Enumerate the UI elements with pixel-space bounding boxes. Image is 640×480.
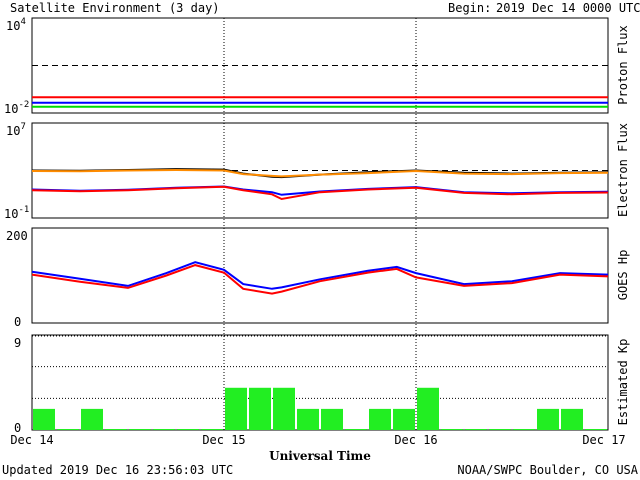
proton-ylabel: Proton Flux	[616, 25, 630, 104]
kp-bar-20	[513, 429, 535, 430]
kp-ytick-top: 9	[14, 336, 21, 350]
kp-bar-11	[297, 408, 319, 430]
chart-marks	[31, 18, 609, 430]
goes-hp-panel-frame	[31, 227, 609, 324]
proton-panel-frame	[31, 17, 609, 114]
kp-bar-18	[465, 429, 487, 430]
kp-bar-6	[177, 429, 199, 430]
kp-bar-13	[345, 429, 367, 430]
kp-panel-frame	[31, 334, 609, 431]
xaxis-title: Universal Time	[269, 449, 371, 463]
kp-bar-0	[33, 408, 55, 430]
xtick-0: Dec 14	[10, 433, 53, 447]
kp-bar-3	[105, 429, 127, 430]
chart-title: Satellite Environment (3 day)	[10, 1, 220, 15]
goes_hp-series-1	[31, 264, 609, 295]
electron-ytick-bottom: 10-1	[4, 205, 29, 221]
electron-ytick-top: 107	[6, 122, 26, 138]
kp-ylabel: Estimated Kp	[616, 339, 630, 426]
electron-ylabel: Electron Flux	[616, 123, 630, 217]
proton-ytick-top: 104	[6, 17, 26, 33]
electron-series-1	[31, 168, 609, 178]
kp-bar-17	[441, 429, 463, 430]
begin-label: Begin:	[448, 1, 491, 15]
electron-series-3	[31, 185, 609, 201]
kp-bar-15	[393, 408, 415, 430]
kp-bar-14	[369, 408, 391, 430]
kp-bar-9	[249, 387, 271, 430]
kp-bar-8	[225, 387, 247, 430]
goes-hp-ytick-bottom: 0	[14, 315, 21, 329]
kp-bar-10	[273, 387, 295, 430]
kp-bar-4	[129, 429, 151, 430]
xtick-2: Dec 16	[394, 433, 437, 447]
kp-bar-7	[201, 429, 223, 430]
kp-bar-16	[417, 387, 439, 430]
kp-bar-12	[321, 408, 343, 430]
proton-ytick-bottom: 10-2	[4, 100, 29, 116]
xtick-1: Dec 15	[202, 433, 245, 447]
kp-ytick-bottom: 0	[14, 421, 21, 435]
kp-bar-23	[585, 429, 607, 430]
xtick-3: Dec 17	[582, 433, 625, 447]
kp-bar-19	[489, 429, 511, 430]
begin-value: 2019 Dec 14 0000 UTC	[496, 1, 640, 15]
kp-bar-5	[153, 429, 175, 430]
kp-bar-2	[81, 408, 103, 430]
goes_hp-series-0	[31, 261, 609, 290]
kp-bar-22	[561, 408, 583, 430]
goes-hp-ytick-top: 200	[6, 229, 28, 243]
credit: NOAA/SWPC Boulder, CO USA	[457, 463, 638, 477]
kp-bar-21	[537, 408, 559, 430]
kp-bar-1	[57, 429, 79, 430]
goes-hp-ylabel: GOES Hp	[616, 250, 630, 301]
updated-timestamp: Updated 2019 Dec 16 23:56:03 UTC	[2, 463, 233, 477]
